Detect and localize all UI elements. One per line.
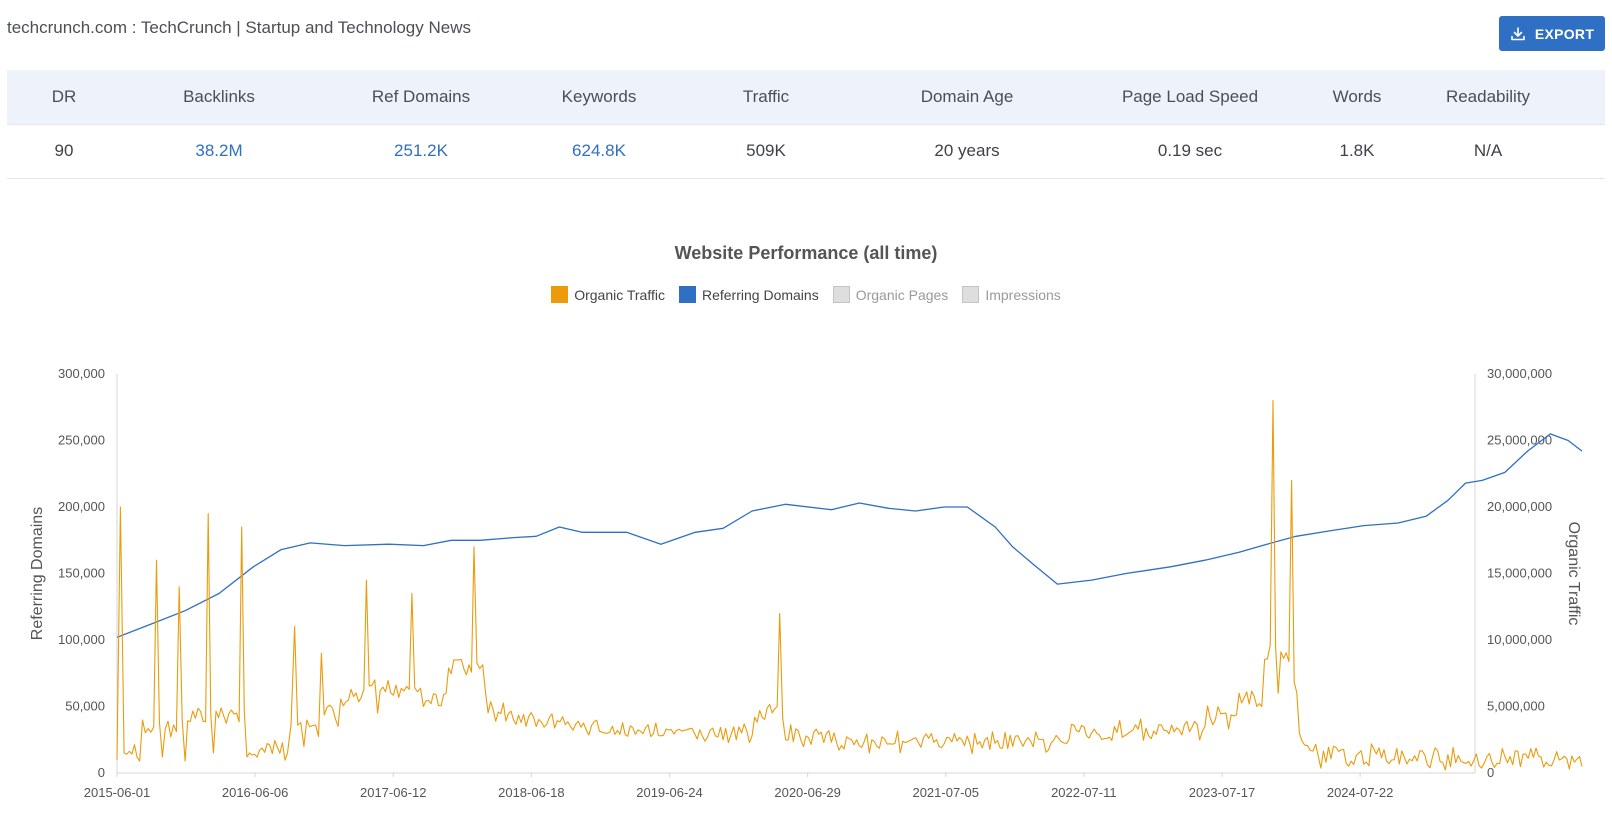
chart-title: Website Performance (all time): [674, 243, 938, 263]
stats-table: DR Backlinks Ref Domains Keywords Traffi…: [7, 70, 1605, 179]
y-axis-left-label: Referring Domains: [29, 507, 46, 640]
download-icon: [1511, 26, 1525, 40]
y-right-tick-label: 0: [1487, 765, 1494, 780]
stat-value-words: 1.8K: [1339, 141, 1375, 160]
stat-header-words: Words: [1332, 87, 1382, 106]
legend-label: Impressions: [985, 286, 1061, 303]
x-tick-label: 2020-06-29: [774, 785, 841, 800]
x-tick-label: 2022-07-11: [1051, 785, 1117, 800]
stat-value-ref-domains[interactable]: 251.2K: [394, 141, 448, 160]
stats-header-row: DR Backlinks Ref Domains Keywords Traffi…: [7, 70, 1605, 125]
chart-legend: Organic Traffic Referring Domains Organi…: [0, 286, 1612, 303]
y-right-tick-label: 5,000,000: [1487, 699, 1545, 714]
legend-swatch-organic-traffic: [551, 286, 569, 303]
legend-item-organic-pages[interactable]: Organic Pages: [832, 286, 949, 303]
y-axis-right-label: Organic Traffic: [1565, 522, 1582, 626]
y-left-tick-label: 250,000: [58, 433, 105, 448]
stat-value-domain-age: 20 years: [934, 141, 1000, 160]
y-left-tick-label: 50,000: [65, 699, 105, 714]
stat-header-domain-age: Domain Age: [920, 87, 1014, 106]
y-right-tick-label: 25,000,000: [1487, 433, 1552, 448]
stat-value-readability: N/A: [1473, 141, 1503, 160]
x-tick-label: 2016-06-06: [222, 785, 289, 800]
series-line-organic-traffic: [116, 400, 1583, 771]
y-left-tick-label: 0: [98, 765, 105, 780]
site-title: techcrunch.com : TechCrunch | Startup an…: [7, 18, 471, 37]
stat-header-readability: Readability: [1445, 87, 1531, 106]
stat-header-dr: DR: [51, 87, 77, 106]
stat-value-backlinks[interactable]: 38.2M: [195, 141, 243, 160]
y-left-tick-label: 300,000: [58, 366, 105, 381]
y-right-tick-label: 15,000,000: [1487, 566, 1552, 581]
stat-value-page-load-speed: 0.19 sec: [1157, 141, 1223, 160]
legend-swatch-impressions: [962, 286, 980, 303]
legend-swatch-organic-pages: [832, 286, 850, 303]
y-right-tick-label: 30,000,000: [1487, 366, 1552, 381]
x-tick-label: 2019-06-24: [636, 785, 703, 800]
x-tick-label: 2015-06-01: [84, 785, 151, 800]
x-tick-label: 2021-07-05: [912, 785, 979, 800]
legend-item-impressions[interactable]: Impressions: [962, 286, 1061, 303]
y-right-tick-label: 20,000,000: [1487, 499, 1552, 514]
legend-swatch-referring-domains: [678, 286, 696, 303]
x-tick-label: 2018-06-18: [498, 785, 565, 800]
export-label: EXPORT: [1534, 25, 1595, 42]
legend-item-organic-traffic[interactable]: Organic Traffic: [551, 286, 665, 303]
y-right-tick-label: 10,000,000: [1487, 632, 1552, 647]
x-tick-label: 2024-07-22: [1327, 785, 1394, 800]
stat-header-page-load-speed: Page Load Speed: [1121, 87, 1259, 106]
legend-label: Organic Pages: [855, 286, 949, 303]
y-left-tick-label: 150,000: [58, 566, 105, 581]
y-left-tick-label: 100,000: [58, 632, 105, 647]
series-line-referring-domains: [116, 433, 1583, 638]
stat-header-backlinks: Backlinks: [183, 87, 255, 106]
stat-header-traffic: Traffic: [742, 87, 790, 106]
legend-label: Referring Domains: [701, 286, 819, 303]
stat-header-keywords: Keywords: [561, 87, 637, 106]
stat-value-keywords[interactable]: 624.8K: [572, 141, 626, 160]
x-tick-label: 2023-07-17: [1189, 785, 1256, 800]
stat-value-dr: 90: [54, 141, 74, 160]
legend-label: Organic Traffic: [574, 286, 665, 303]
x-tick-label: 2017-06-12: [360, 785, 427, 800]
y-left-tick-label: 200,000: [58, 499, 105, 514]
legend-item-referring-domains[interactable]: Referring Domains: [678, 286, 819, 303]
export-button[interactable]: EXPORT: [1499, 16, 1605, 51]
stat-value-traffic: 509K: [746, 141, 786, 160]
stat-header-ref-domains: Ref Domains: [371, 87, 471, 106]
